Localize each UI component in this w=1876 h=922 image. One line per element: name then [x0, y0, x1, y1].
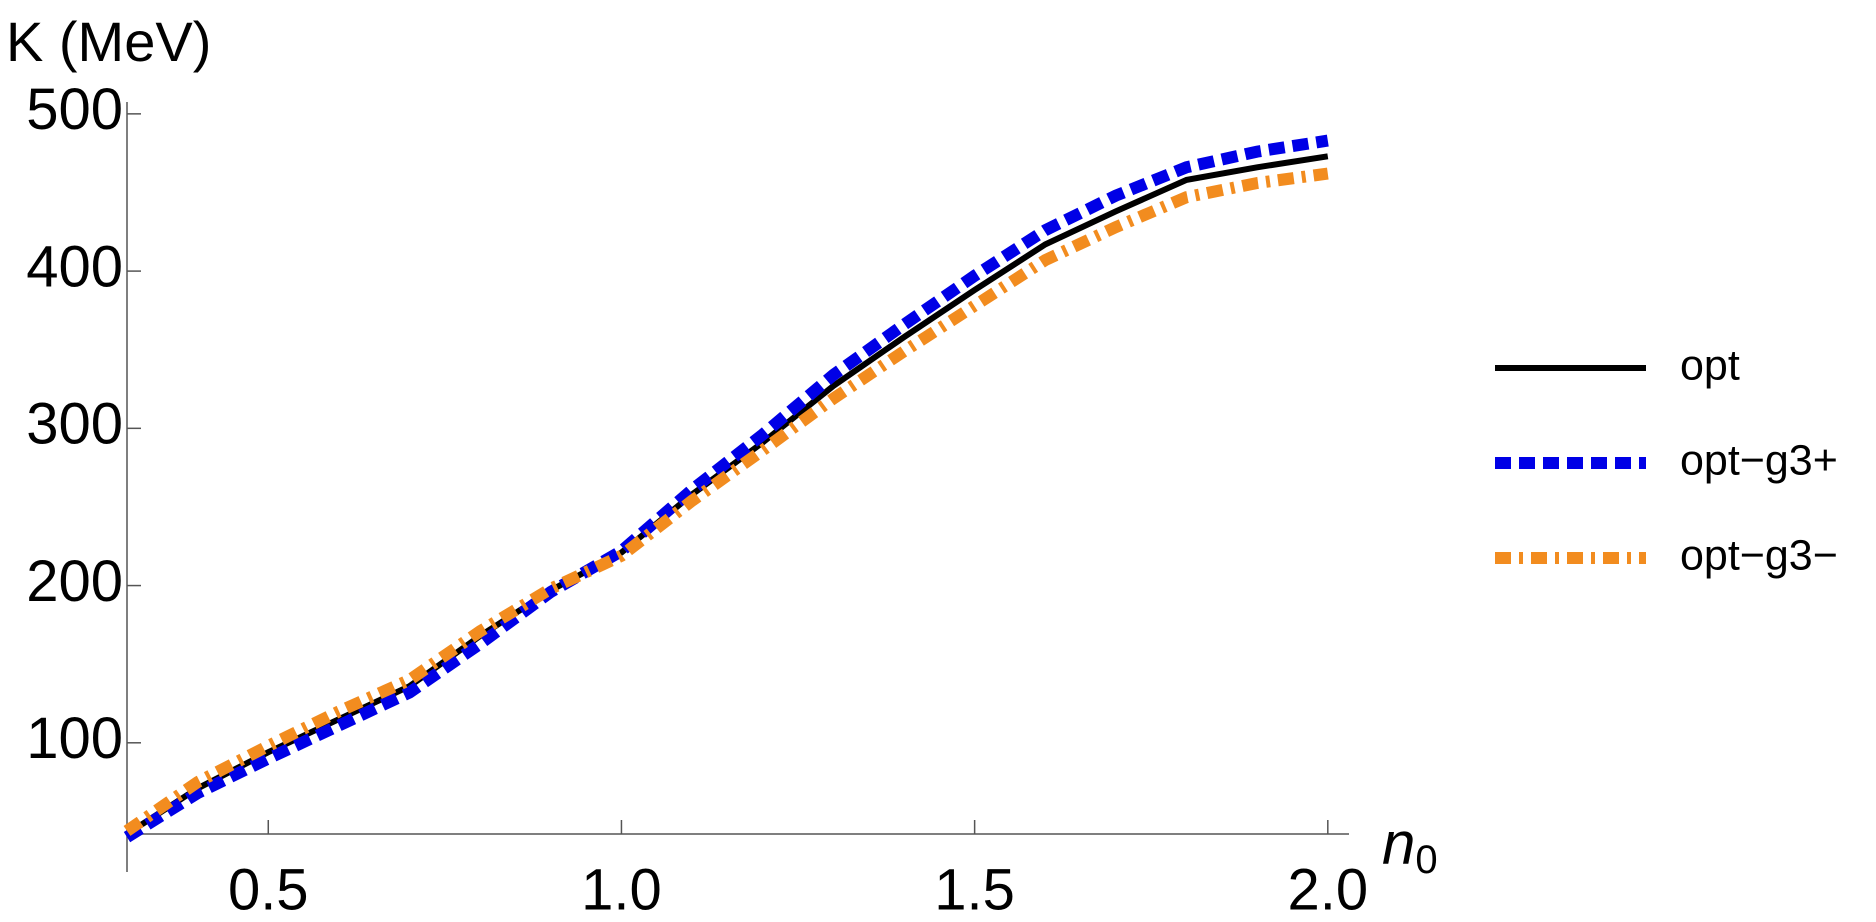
legend-label: opt	[1680, 341, 1740, 389]
y-tick-label: 500	[26, 77, 123, 142]
x-tick-label: 1.5	[934, 857, 1015, 922]
y-tick-label: 200	[26, 549, 123, 614]
y-tick-label: 300	[26, 392, 123, 457]
legend-label: opt−g3−	[1680, 531, 1838, 579]
y-tick-label: 400	[26, 234, 123, 299]
y-tick-label: 100	[26, 706, 123, 771]
x-axis-subscript: 0	[1415, 838, 1437, 882]
x-tick-label: 1.0	[581, 857, 662, 922]
series-line	[123, 167, 1329, 836]
y-axis-label: K (MeV)	[6, 10, 211, 73]
x-tick-label: 0.5	[228, 857, 309, 922]
series-line	[123, 134, 1329, 843]
x-tick-label: 2.0	[1287, 857, 1368, 922]
x-axis-symbol: n	[1382, 810, 1415, 877]
legend-label: opt−g3+	[1680, 436, 1838, 484]
x-axis-label: n0	[1382, 810, 1438, 882]
